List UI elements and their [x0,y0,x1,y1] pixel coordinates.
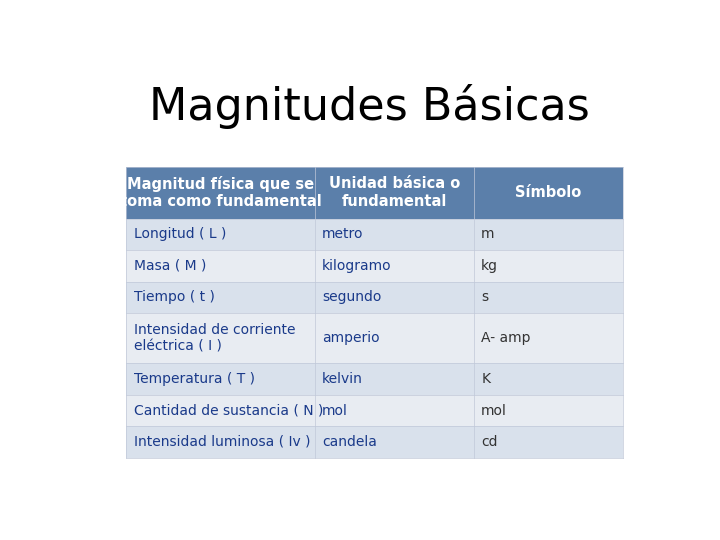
Bar [474,167,623,219]
Bar [474,426,623,458]
Bar [315,395,474,426]
Text: Magnitud física que se
toma como fundamental: Magnitud física que se toma como fundame… [120,176,322,210]
Text: s: s [481,291,488,304]
Bar [126,250,315,281]
Text: Cantidad de sustancia ( N ): Cantidad de sustancia ( N ) [133,403,323,417]
Text: Tiempo ( t ): Tiempo ( t ) [133,291,215,304]
Text: Intensidad de corriente
eléctrica ( I ): Intensidad de corriente eléctrica ( I ) [133,323,295,353]
Bar [315,167,474,219]
Text: segundo: segundo [323,291,382,304]
Bar [474,281,623,313]
Bar [315,281,474,313]
Text: K: K [481,372,490,386]
Text: mol: mol [323,403,348,417]
Text: Intensidad luminosa ( Iv ): Intensidad luminosa ( Iv ) [133,435,310,449]
Text: kilogramo: kilogramo [323,259,392,273]
Text: kg: kg [481,259,498,273]
Bar [126,281,315,313]
Bar [126,313,315,363]
Bar [315,426,474,458]
Bar [474,313,623,363]
Bar [474,363,623,395]
Text: candela: candela [323,435,377,449]
Text: mol: mol [481,403,507,417]
Text: Masa ( M ): Masa ( M ) [133,259,206,273]
Text: Símbolo: Símbolo [516,185,582,200]
Bar [126,363,315,395]
Text: A- amp: A- amp [481,331,531,345]
Text: Magnitudes Básicas: Magnitudes Básicas [148,84,590,129]
Bar [315,313,474,363]
Text: Temperatura ( T ): Temperatura ( T ) [133,372,255,386]
Text: amperio: amperio [323,331,380,345]
Bar [474,219,623,250]
Bar [474,395,623,426]
Text: metro: metro [323,227,364,241]
Text: m: m [481,227,495,241]
Bar [126,219,315,250]
Text: Longitud ( L ): Longitud ( L ) [133,227,226,241]
Bar [126,426,315,458]
Bar [315,363,474,395]
Bar [126,167,315,219]
Bar [474,250,623,281]
Text: kelvin: kelvin [323,372,363,386]
Bar [126,395,315,426]
Bar [315,219,474,250]
Bar [315,250,474,281]
Text: cd: cd [481,435,498,449]
Text: Unidad básica o
fundamental: Unidad básica o fundamental [329,177,460,209]
